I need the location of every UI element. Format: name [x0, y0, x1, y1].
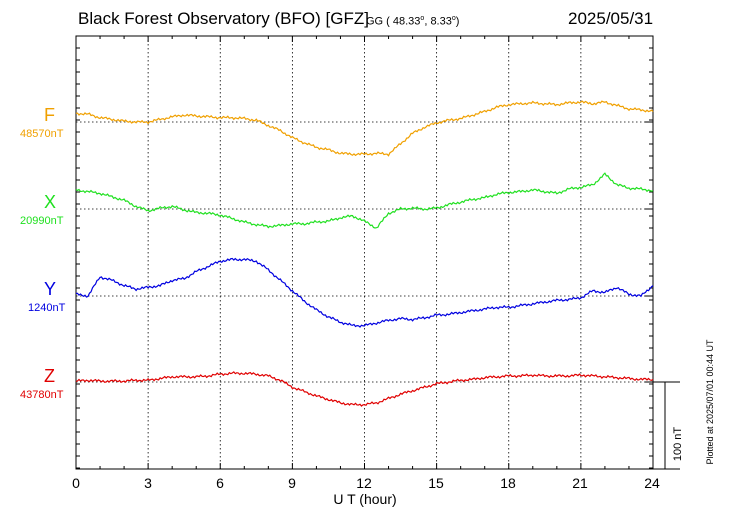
trace-Y [76, 257, 654, 328]
degree-mark: o [420, 15, 425, 22]
degree-mark: o [451, 15, 456, 22]
tick-marks [75, 35, 654, 469]
label-Y: Y [44, 279, 57, 299]
label-Z: Z [44, 366, 55, 386]
station-coordinates: GG ( 48.33o, 8.33o) [366, 15, 459, 28]
label-X: X [44, 192, 57, 212]
baseline-label-Z: 43780nT [20, 389, 64, 401]
chart-title: Black Forest Observatory (BFO) [GFZ] [78, 9, 369, 28]
trace-Z [75, 371, 654, 407]
trace-F [75, 100, 654, 157]
x-tick-label: 9 [288, 475, 296, 491]
baseline-label-X: 20990nT [20, 215, 64, 227]
x-tick-label: 3 [144, 475, 152, 491]
traces [75, 100, 654, 407]
plotted-timestamp: Plotted at 2025/07/01 00:44 UT [705, 339, 715, 465]
coords-lat: GG ( 48.33 [366, 15, 421, 28]
x-tick-label: 15 [428, 475, 444, 491]
x-tick-label: 6 [216, 475, 224, 491]
coords-lon: , 8.33 [424, 15, 452, 28]
chart-date: 2025/05/31 [568, 9, 654, 28]
baselines [76, 121, 653, 383]
x-tick-label: 12 [356, 475, 372, 491]
coords-close: ) [455, 15, 460, 28]
baseline-label-Y: 1240nT [28, 302, 66, 314]
x-tick-label: 24 [644, 475, 660, 491]
scale-bar-label: 100 nT [672, 426, 684, 462]
x-tick-label: 18 [500, 475, 516, 491]
x-axis-label: U T (hour) [333, 491, 397, 507]
x-tick-label: 0 [72, 475, 80, 491]
x-tick-label: 21 [572, 475, 588, 491]
scale-bar [653, 381, 680, 470]
baseline-label-F: 48570nT [20, 128, 64, 140]
trace-X [75, 172, 654, 229]
grid-lines [147, 36, 582, 469]
label-F: F [44, 105, 55, 125]
